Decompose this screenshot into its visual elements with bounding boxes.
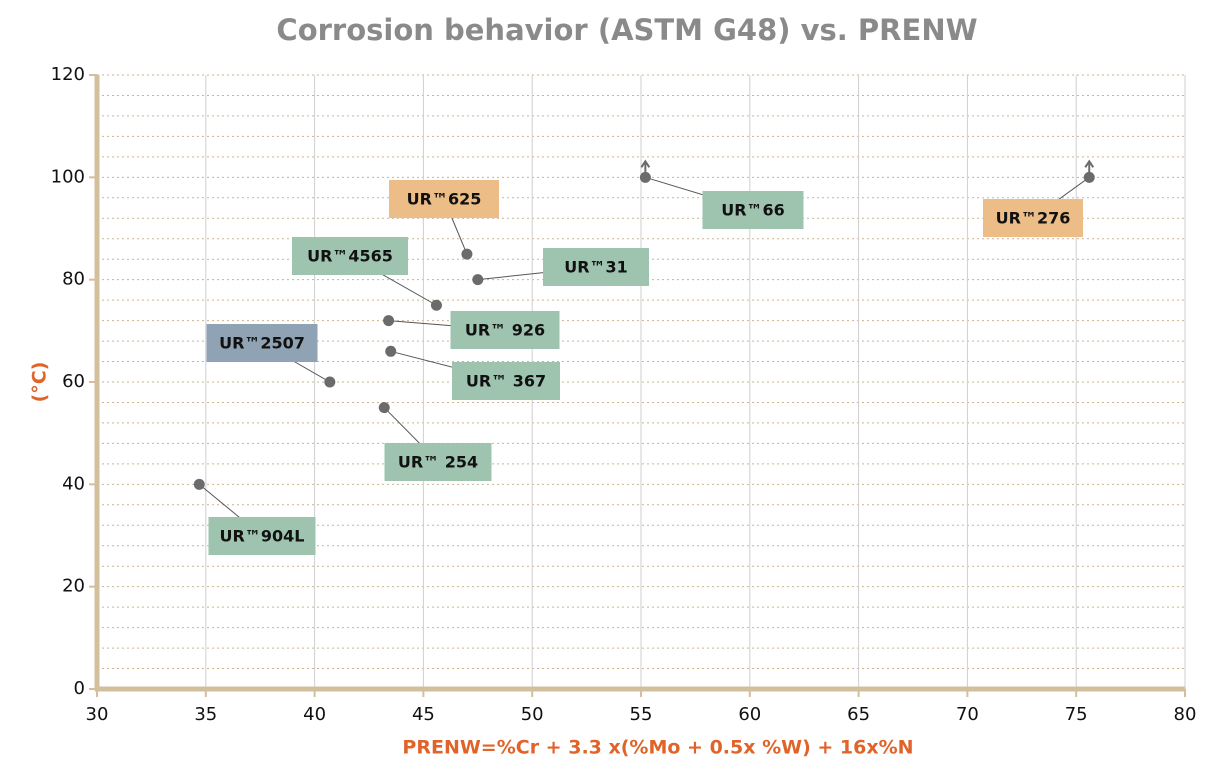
point-label: UR™2507	[219, 334, 305, 353]
point-label: UR™4565	[307, 247, 393, 266]
arrow-head	[640, 159, 651, 168]
point	[461, 248, 473, 260]
point-label: UR™276	[996, 209, 1071, 228]
point	[639, 171, 651, 183]
label-box	[206, 324, 318, 362]
point-label: UR™ 254	[398, 453, 478, 472]
point-label: UR™66	[721, 201, 785, 220]
x-tick-label: 55	[630, 704, 653, 725]
arrow-head	[1084, 159, 1095, 168]
point-label: UR™31	[564, 258, 628, 277]
x-tick-label: 45	[412, 704, 435, 725]
y-axis-label: (°C)	[29, 362, 51, 403]
chart-title: Corrosion behavior (ASTM G48) vs. PRENW	[276, 13, 977, 47]
label-box	[389, 180, 499, 218]
point	[385, 345, 397, 357]
y-tick-label: 20	[62, 576, 85, 597]
y-tick-label: 60	[62, 371, 85, 392]
x-tick-label: 30	[86, 704, 109, 725]
x-tick-label: 70	[956, 704, 979, 725]
label-box	[452, 362, 560, 400]
label-box	[208, 517, 316, 555]
label-box	[450, 311, 560, 349]
x-tick-label: 60	[738, 704, 761, 725]
label-box	[702, 191, 804, 229]
y-tick-label: 120	[51, 64, 85, 85]
point-label: UR™904L	[220, 527, 305, 546]
point-label: UR™625	[407, 190, 482, 209]
y-tick-label: 80	[62, 269, 85, 290]
y-tick-label: 40	[62, 473, 85, 494]
x-tick-label: 65	[847, 704, 870, 725]
x-axis-label: PRENW=%Cr + 3.3 x(%Mo + 0.5x %W) + 16x%N	[402, 737, 913, 759]
label-box	[384, 443, 492, 481]
label-box	[983, 199, 1083, 237]
point-label: UR™ 926	[465, 321, 545, 340]
label-box	[292, 237, 408, 275]
x-tick-label: 35	[194, 704, 217, 725]
point	[193, 478, 205, 490]
y-tick-label: 100	[51, 166, 85, 187]
label-box	[543, 248, 649, 286]
point	[1083, 171, 1095, 183]
x-tick-label: 40	[303, 704, 326, 725]
x-tick-label: 80	[1174, 704, 1197, 725]
point	[383, 315, 395, 327]
x-tick-label: 50	[521, 704, 544, 725]
y-tick-label: 0	[74, 678, 85, 699]
point	[472, 274, 484, 286]
point	[378, 402, 390, 414]
x-tick-label: 75	[1065, 704, 1088, 725]
point	[324, 376, 336, 388]
point	[430, 299, 442, 311]
point-label: UR™ 367	[466, 372, 546, 391]
